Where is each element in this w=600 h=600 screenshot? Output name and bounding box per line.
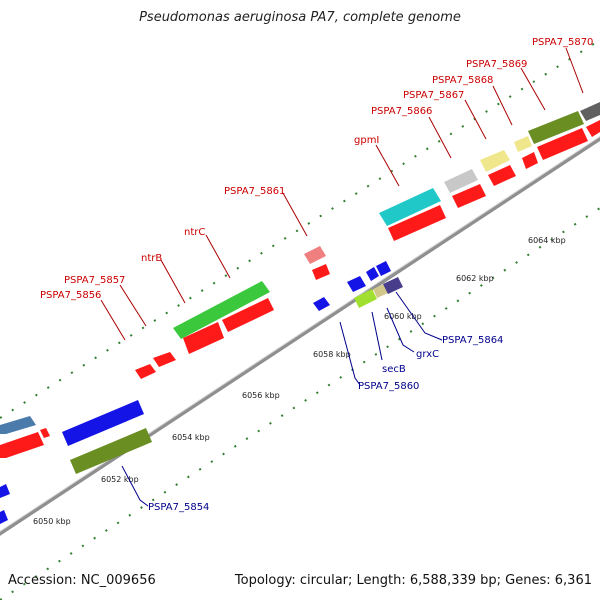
tick-label: 6052 kbp: [101, 475, 139, 484]
leader-line: [282, 192, 308, 237]
gpmI-gene[interactable]: [379, 188, 441, 226]
gene-labels-top: PSPA7_5870 PSPA7_5869 PSPA7_5868 PSPA7_5…: [40, 37, 593, 301]
accession-text: Accession: NC_009656: [8, 573, 156, 588]
gene-block[interactable]: [537, 128, 588, 160]
genome-backbone-highlight: [0, 135, 600, 533]
leader-line: [375, 144, 400, 187]
gene-label[interactable]: PSPA7_5854: [148, 502, 209, 513]
gene-label[interactable]: secB: [382, 364, 406, 375]
leader-line: [492, 85, 513, 126]
gene-block[interactable]: [586, 120, 600, 137]
forward-genes: [0, 102, 600, 458]
tick-label: 6058 kbp: [313, 350, 351, 359]
gene-block[interactable]: [376, 261, 391, 276]
tick-label: 6050 kbp: [33, 517, 71, 526]
leader-line: [339, 321, 361, 386]
gene-block[interactable]: [444, 169, 478, 193]
gene-block[interactable]: [514, 136, 532, 152]
gene-block[interactable]: [383, 277, 403, 294]
gene-block[interactable]: [528, 111, 584, 144]
upper-guide-line: [0, 39, 600, 419]
gene-label[interactable]: ntrB: [141, 253, 162, 264]
gene-block[interactable]: [70, 428, 152, 474]
gene-block[interactable]: [153, 352, 176, 367]
gene-block[interactable]: [0, 484, 10, 498]
gene-block[interactable]: [388, 205, 446, 241]
gene-label[interactable]: PSPA7_5868: [432, 75, 493, 86]
leader-line: [386, 307, 415, 353]
secB-gene[interactable]: [354, 289, 377, 308]
leader-line: [100, 299, 126, 341]
gene-block[interactable]: [347, 276, 366, 292]
gene-block[interactable]: [0, 510, 8, 524]
gene-block[interactable]: [313, 297, 330, 311]
lower-guide-line: [0, 207, 600, 600]
map-title: Pseudomonas aeruginosa PA7, complete gen…: [139, 10, 461, 25]
tick-label: 6062 kbp: [456, 274, 494, 283]
gene-block[interactable]: [62, 400, 144, 446]
leader-line: [160, 259, 186, 304]
gene-block[interactable]: [488, 165, 516, 186]
gene-label[interactable]: PSPA7_5860: [358, 381, 419, 392]
leader-line: [428, 116, 452, 159]
leader-line: [565, 47, 584, 94]
gene-label[interactable]: PSPA7_5867: [403, 90, 464, 101]
gene-block[interactable]: [304, 246, 326, 264]
genome-backbone: [0, 136, 600, 536]
gene-block[interactable]: [0, 432, 44, 458]
gene-block[interactable]: [580, 102, 600, 121]
gene-labels-bottom: PSPA7_5864 grxC secB PSPA7_5860 PSPA7_58…: [148, 335, 503, 513]
leader-line: [205, 234, 231, 279]
leader-line: [520, 67, 546, 111]
gene-label[interactable]: PSPA7_5856: [40, 290, 101, 301]
gene-label[interactable]: PSPA7_5857: [64, 275, 125, 286]
tick-label: 6064 kbp: [528, 236, 566, 245]
gene-arrow[interactable]: [40, 428, 50, 438]
leader-line: [464, 99, 487, 140]
tick-label: 6060 kbp: [384, 312, 422, 321]
gene-label[interactable]: PSPA7_5866: [371, 106, 432, 117]
leader-line: [119, 284, 147, 327]
leader-line: [395, 291, 443, 341]
leader-line: [121, 465, 149, 507]
gene-label[interactable]: PSPA7_5870: [532, 37, 593, 48]
gene-block[interactable]: [366, 267, 379, 281]
gene-block[interactable]: [452, 184, 486, 208]
gene-label[interactable]: PSPA7_5861: [224, 186, 285, 197]
leader-lines-blue: [121, 291, 443, 507]
ntrC-gene[interactable]: [173, 281, 270, 339]
gene-block[interactable]: [480, 150, 510, 172]
gene-block[interactable]: [0, 416, 36, 434]
gene-block[interactable]: [373, 284, 388, 298]
reverse-genes: [0, 261, 403, 524]
gene-block[interactable]: [183, 322, 224, 354]
leader-lines: [100, 47, 584, 341]
genome-stats-text: Topology: circular; Length: 6,588,339 bp…: [234, 573, 592, 588]
gene-label[interactable]: gpmI: [354, 135, 379, 146]
gene-label[interactable]: grxC: [416, 349, 439, 360]
gene-label[interactable]: ntrC: [184, 227, 205, 238]
gene-label[interactable]: PSPA7_5869: [466, 59, 527, 70]
gene-block[interactable]: [135, 364, 156, 379]
gene-block[interactable]: [522, 152, 538, 169]
tick-label: 6054 kbp: [172, 433, 210, 442]
leader-line: [371, 311, 383, 361]
gene-block[interactable]: [222, 298, 274, 332]
gene-block[interactable]: [312, 264, 330, 280]
tick-label: 6056 kbp: [242, 391, 280, 400]
gene-label[interactable]: PSPA7_5864: [442, 335, 503, 346]
